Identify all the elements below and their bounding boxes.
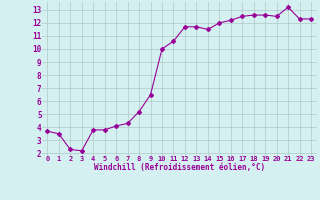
X-axis label: Windchill (Refroidissement éolien,°C): Windchill (Refroidissement éolien,°C) [94,163,265,172]
